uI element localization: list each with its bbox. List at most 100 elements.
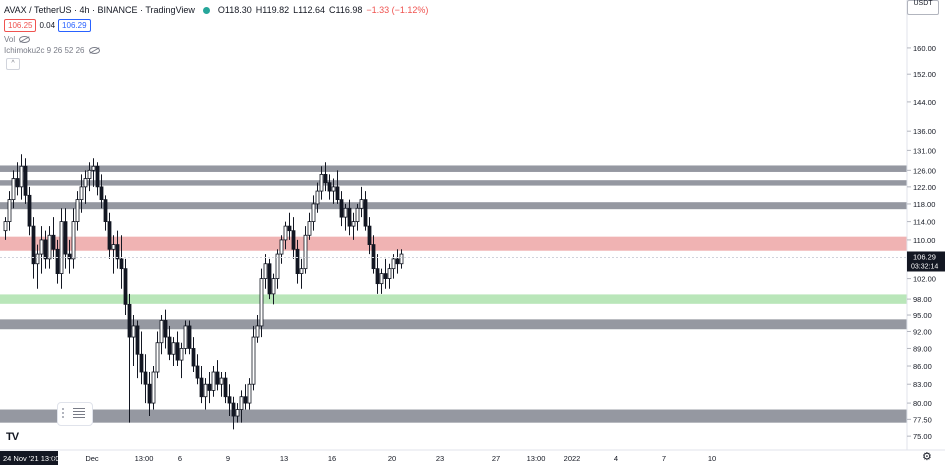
candle-body bbox=[259, 278, 264, 327]
candle-body bbox=[87, 169, 92, 179]
time-tick-label: 16 bbox=[328, 454, 336, 463]
time-tick-label: 27 bbox=[492, 454, 500, 463]
candle-body bbox=[303, 234, 308, 270]
price-axis[interactable]: 160.00 152.00 144.00 136.00 131.00 126.00 122.… bbox=[907, 44, 936, 441]
candle-body bbox=[79, 186, 84, 201]
indicator-ichimoku-label: Ichimoku2c 9 26 52 26 bbox=[4, 46, 85, 55]
time-tick-label: 24 Nov '21 13:00 bbox=[3, 454, 59, 463]
candle-body bbox=[51, 234, 56, 250]
support-resistance-zones bbox=[0, 165, 907, 423]
candle-body bbox=[367, 225, 372, 245]
candle-body bbox=[131, 325, 136, 338]
gear-icon[interactable]: ⚙ bbox=[922, 451, 932, 463]
candle-body bbox=[223, 377, 228, 398]
candle-body bbox=[343, 207, 348, 218]
price-tick-label: 144.00 bbox=[913, 98, 936, 107]
candle-body bbox=[227, 396, 232, 404]
object-tree-button[interactable] bbox=[57, 402, 93, 426]
bar-countdown-label: 03:32:14 bbox=[911, 263, 938, 270]
ohlc-close: C116.98 bbox=[329, 5, 363, 15]
crosshair-time-box bbox=[0, 451, 58, 465]
candle-body bbox=[91, 165, 96, 171]
candle-body bbox=[315, 190, 320, 205]
candle-body bbox=[291, 230, 296, 250]
candle-body bbox=[63, 221, 68, 255]
price-tick-label: 114.00 bbox=[913, 218, 935, 227]
candle-body bbox=[7, 199, 12, 223]
candle-body bbox=[187, 325, 192, 349]
indicator-ichimoku[interactable]: Ichimoku2c 9 26 52 26 bbox=[4, 46, 100, 55]
zone-rect bbox=[0, 236, 907, 251]
time-tick-label: 10 bbox=[708, 454, 716, 463]
time-tick-label: 2022 bbox=[564, 454, 581, 463]
candle-body bbox=[371, 244, 376, 270]
price-tick-label: 118.00 bbox=[913, 200, 935, 209]
collapse-legend-icon[interactable]: ^ bbox=[6, 58, 20, 70]
time-tick-label: 7 bbox=[662, 454, 666, 463]
currency-selector[interactable]: USDT bbox=[907, 0, 939, 15]
candlesticks bbox=[3, 154, 404, 430]
candle-body bbox=[195, 365, 200, 379]
candle-body bbox=[395, 258, 400, 265]
zone-rect bbox=[0, 294, 907, 304]
candle-body bbox=[23, 165, 28, 196]
candle-body bbox=[355, 207, 360, 223]
zone-rect bbox=[0, 180, 907, 186]
price-tick-label: 110.00 bbox=[913, 236, 935, 245]
candle-body bbox=[239, 396, 244, 410]
candle-body bbox=[311, 203, 316, 223]
candle-body bbox=[399, 253, 404, 265]
candle-body bbox=[359, 199, 364, 209]
time-tick-label: 6 bbox=[178, 454, 182, 463]
hidden-eye-icon[interactable] bbox=[19, 36, 31, 43]
candle-body bbox=[27, 194, 32, 227]
candle-body bbox=[339, 199, 344, 218]
candle-body bbox=[323, 174, 328, 184]
candle-body bbox=[207, 383, 212, 391]
candle-body bbox=[31, 225, 36, 265]
indicator-vol-label: Vol bbox=[4, 35, 16, 44]
candle-body bbox=[95, 165, 100, 188]
candle-body bbox=[351, 221, 356, 227]
candle-body bbox=[179, 348, 184, 361]
time-tick-label: 13 bbox=[280, 454, 288, 463]
candle-body bbox=[151, 371, 156, 404]
tradingview-logo-icon[interactable]: TV bbox=[6, 431, 19, 443]
price-tick-label: 80.00 bbox=[913, 399, 932, 408]
candle-body bbox=[11, 178, 16, 201]
zone-rect bbox=[0, 319, 907, 330]
candle-body bbox=[279, 239, 284, 255]
sell-price-button[interactable]: 106.25 bbox=[4, 19, 37, 32]
candle-body bbox=[143, 371, 148, 385]
candle-body bbox=[275, 253, 280, 279]
candle-body bbox=[247, 383, 252, 404]
candle-body bbox=[111, 244, 116, 250]
candle-body bbox=[67, 253, 72, 260]
candle-body bbox=[83, 178, 88, 188]
indicator-vol[interactable]: Vol bbox=[4, 35, 31, 44]
price-tick-label: 98.00 bbox=[913, 295, 932, 304]
price-tick-label: 160.00 bbox=[913, 44, 936, 53]
candle-body bbox=[123, 268, 128, 305]
last-price-box bbox=[907, 251, 945, 272]
hidden-eye-icon[interactable] bbox=[88, 47, 100, 54]
candle-body bbox=[375, 268, 380, 285]
symbol-title[interactable]: AVAX / TetherUS · 4h · BINANCE · Trading… bbox=[4, 5, 195, 15]
candle-body bbox=[167, 336, 172, 355]
price-tick-label: 75.00 bbox=[913, 432, 932, 441]
time-tick-label: 13:00 bbox=[527, 454, 546, 463]
time-tick-label: 20 bbox=[388, 454, 396, 463]
price-tick-label: 77.50 bbox=[913, 415, 932, 424]
candle-body bbox=[47, 234, 52, 260]
candle-body bbox=[103, 199, 108, 223]
candle-body bbox=[271, 278, 276, 295]
spread-value: 0.04 bbox=[39, 21, 56, 30]
candle-body bbox=[283, 225, 288, 241]
candle-body bbox=[155, 342, 160, 373]
price-tick-label: 126.00 bbox=[913, 166, 936, 175]
buy-price-button[interactable]: 106.29 bbox=[58, 19, 91, 32]
candle-body bbox=[335, 186, 340, 201]
candle-body bbox=[331, 186, 336, 192]
